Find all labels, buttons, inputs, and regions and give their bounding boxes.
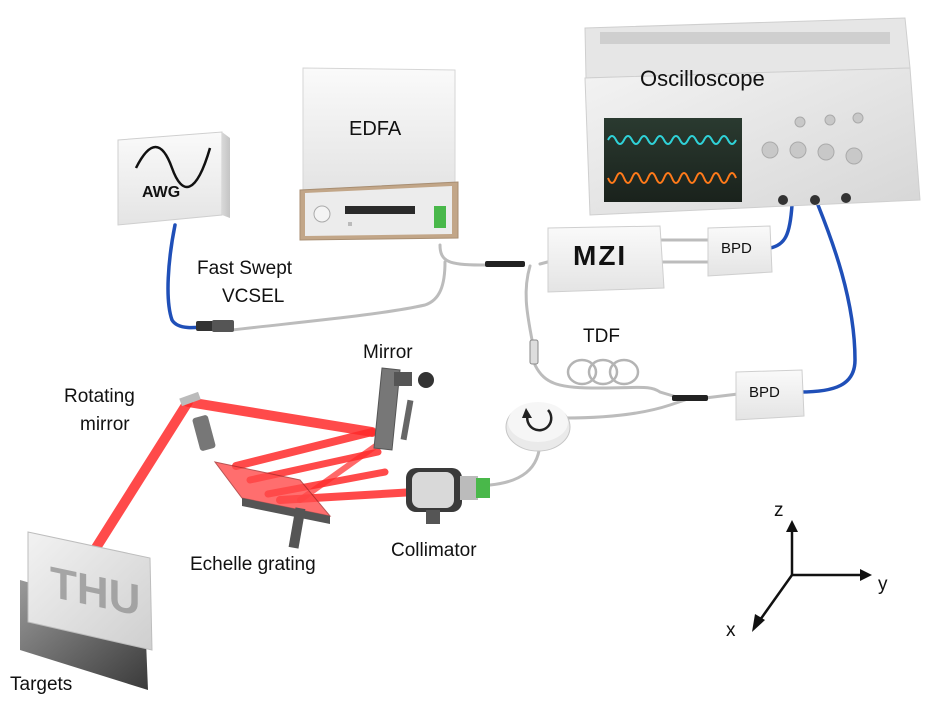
targets-label: Targets [10,674,73,695]
rotating-mirror-label-line2: mirror [80,414,130,435]
bpd-bottom-device [735,369,805,421]
coax-awg-vcsel [166,223,214,330]
mirror-label: Mirror [363,342,413,363]
echelle-grating-device [213,461,332,549]
fiber-circ-to-combiner [563,398,687,420]
mzi-label: MZI [573,240,628,271]
awg-label: AWG [142,184,181,201]
collimator-device [406,468,490,524]
awg-device [117,131,230,226]
coax-bpd2-scope [798,203,857,394]
circulator-arrow-icon [526,409,553,432]
coax-cables [166,203,857,394]
scope-wave-a [607,135,737,145]
echelle-label: Echelle grating [190,554,316,575]
bpd-top-device [707,225,773,277]
edfa-device [299,67,459,241]
collimator-label: Collimator [391,540,477,561]
fiber-combiner-bpd [703,392,740,400]
scope-wave-b [607,172,737,184]
coax-bpd1-scope [768,203,794,250]
fast-swept-label-line2: VCSEL [222,286,285,307]
tdf-coil [566,358,640,386]
axis-y-label: y [878,574,888,595]
tdf-label: TDF [583,326,620,347]
awg-sine-icon [134,146,212,189]
mirror-device [373,367,434,451]
bpd-top-label: BPD [721,240,752,257]
targets-device: THU [20,531,153,690]
fiber-network [230,238,740,487]
mzi-device [547,225,665,293]
edfa-label: EDFA [349,118,402,140]
beam-grating-1 [232,428,376,470]
beam-rot-mirror [183,397,377,437]
fiber-to-tdf [533,363,682,400]
axes-indicator [752,520,872,632]
scope-screen [604,118,742,202]
rotating-mirror-device [179,391,216,451]
axis-z-label: z [774,500,784,521]
fiber-couplers [485,261,708,401]
axis-x-label: x [726,620,736,641]
vcsel-connector [196,320,234,332]
beam-mirror-grating [297,437,387,503]
oscilloscope-device [584,17,921,216]
fiber-vcsel-edfa [230,260,447,332]
fiber-edfa-out [438,243,522,267]
oscilloscope-label: Oscilloscope [640,66,765,91]
bpd-bottom-label: BPD [749,384,780,401]
rotating-mirror-label-line1: Rotating [64,386,135,407]
fast-swept-label-line1: Fast Swept [197,258,293,279]
circulator-device [505,402,571,452]
